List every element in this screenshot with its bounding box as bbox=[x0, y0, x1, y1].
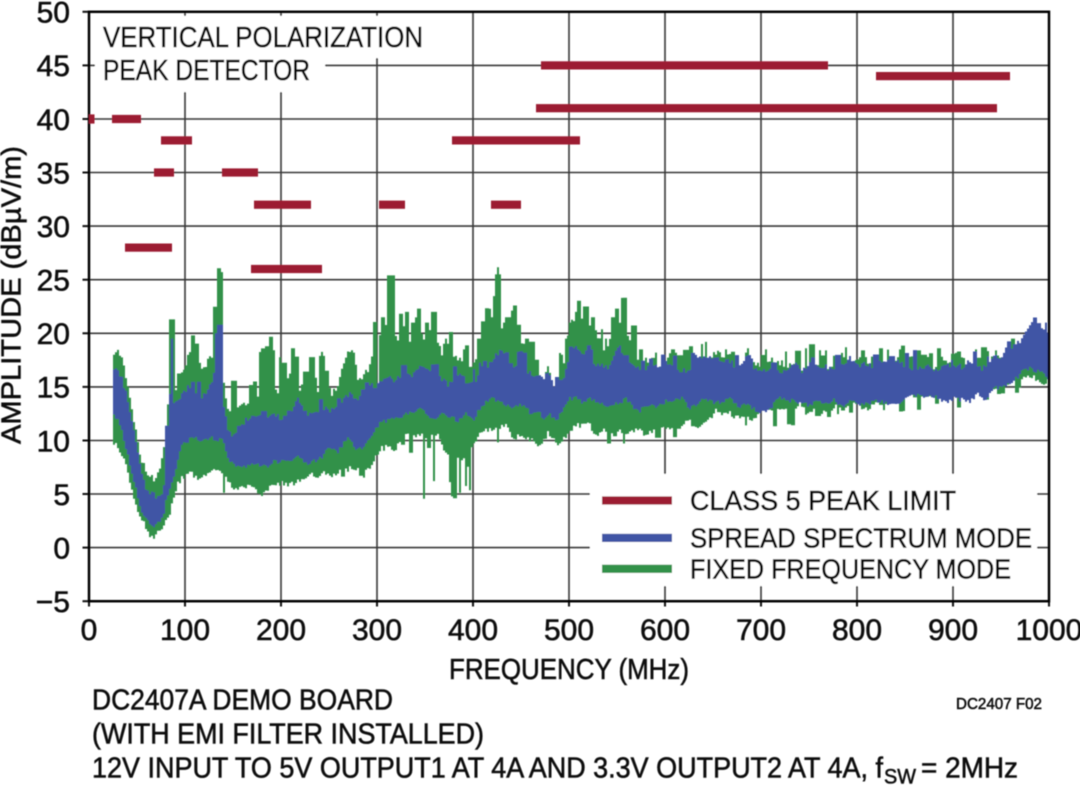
svg-text:35: 35 bbox=[37, 157, 70, 190]
svg-text:5: 5 bbox=[53, 479, 70, 512]
svg-text:10: 10 bbox=[37, 425, 70, 458]
svg-text:20: 20 bbox=[37, 318, 70, 351]
svg-text:DC2407 F02: DC2407 F02 bbox=[956, 696, 1042, 713]
svg-text:SPREAD SPECTRUM MODE: SPREAD SPECTRUM MODE bbox=[690, 523, 1032, 554]
svg-text:SW: SW bbox=[884, 765, 917, 789]
svg-text:400: 400 bbox=[448, 614, 498, 647]
svg-text:100: 100 bbox=[160, 614, 210, 647]
svg-text:1000: 1000 bbox=[1016, 614, 1080, 647]
svg-text:50: 50 bbox=[37, 0, 70, 30]
svg-text:AMPLITUDE (dBµV/m): AMPLITUDE (dBµV/m) bbox=[0, 146, 27, 444]
svg-text:0: 0 bbox=[81, 614, 98, 647]
svg-text:(WITH EMI FILTER INSTALLED): (WITH EMI FILTER INSTALLED) bbox=[92, 719, 484, 751]
svg-text:600: 600 bbox=[640, 614, 690, 647]
svg-text:PEAK DETECTOR: PEAK DETECTOR bbox=[103, 55, 310, 87]
svg-text:500: 500 bbox=[544, 614, 594, 647]
svg-text:DC2407A DEMO BOARD: DC2407A DEMO BOARD bbox=[92, 685, 393, 717]
svg-text:30: 30 bbox=[37, 211, 70, 244]
svg-text:VERTICAL POLARIZATION: VERTICAL POLARIZATION bbox=[103, 22, 423, 54]
svg-text:45: 45 bbox=[37, 50, 70, 83]
svg-text:0: 0 bbox=[53, 532, 70, 565]
svg-text:CLASS 5 PEAK LIMIT: CLASS 5 PEAK LIMIT bbox=[690, 485, 956, 516]
svg-text:700: 700 bbox=[736, 614, 786, 647]
svg-text:= 2MHz: = 2MHz bbox=[921, 753, 1018, 785]
svg-text:FIXED FREQUENCY MODE: FIXED FREQUENCY MODE bbox=[690, 554, 1011, 585]
svg-text:200: 200 bbox=[256, 614, 306, 647]
svg-text:FREQUENCY (MHz): FREQUENCY (MHz) bbox=[449, 654, 689, 686]
svg-text:12V INPUT TO 5V OUTPUT1 AT 4A: 12V INPUT TO 5V OUTPUT1 AT 4A AND 3.3V O… bbox=[92, 753, 883, 785]
svg-text:40: 40 bbox=[37, 104, 70, 137]
svg-text:−5: −5 bbox=[36, 586, 70, 619]
svg-text:15: 15 bbox=[37, 372, 70, 405]
svg-text:25: 25 bbox=[37, 265, 70, 298]
svg-text:300: 300 bbox=[352, 614, 402, 647]
svg-text:900: 900 bbox=[928, 614, 978, 647]
svg-text:800: 800 bbox=[832, 614, 882, 647]
